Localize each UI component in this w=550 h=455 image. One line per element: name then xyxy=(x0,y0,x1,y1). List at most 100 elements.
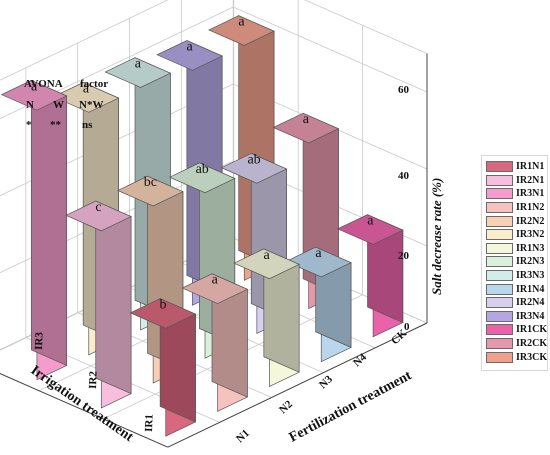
legend-swatch xyxy=(486,338,513,350)
legend-label: IR2N3 xyxy=(516,256,545,268)
legend-item: IR2N3 xyxy=(486,255,547,269)
z-tick-label: 20 xyxy=(398,250,410,262)
y-tick-label: IR2 xyxy=(87,370,100,389)
bar-significance-label: b xyxy=(159,297,166,312)
x-tick-label: N3 xyxy=(317,373,335,391)
legend-label: IR1N1 xyxy=(516,161,545,173)
grid-line xyxy=(167,322,428,448)
legend-label: IR3N4 xyxy=(516,310,545,322)
z-tick-label: 0 xyxy=(404,321,410,333)
legend-item: IR3CK xyxy=(486,350,547,364)
z-tick-label: 60 xyxy=(398,84,410,96)
legend-item: IR2N1 xyxy=(486,174,547,188)
bar-face-top xyxy=(0,80,68,111)
anova-factor-w: W xyxy=(53,99,64,111)
bar-significance-label: a xyxy=(238,15,245,30)
bar-face-top xyxy=(65,200,132,232)
legend-label: IR2N1 xyxy=(516,174,545,186)
anova-sig-w: ** xyxy=(50,119,61,131)
legend-swatch xyxy=(486,270,513,282)
legend-item: IR2CK xyxy=(486,337,547,351)
bar-ir1n4: a xyxy=(285,246,352,363)
legend-label: IR1N2 xyxy=(516,202,545,214)
bar-face-top xyxy=(156,40,224,71)
legend-swatch xyxy=(486,324,513,336)
legend-item: IR3N2 xyxy=(486,228,547,242)
grid-line xyxy=(0,6,234,120)
legend-label: IR3N3 xyxy=(516,270,545,282)
legend-item: IR1N1 xyxy=(486,160,547,174)
bar-face-top xyxy=(220,153,288,184)
legend-label: IR1CK xyxy=(516,324,548,336)
anova-sig-nw: ns xyxy=(82,119,93,131)
legend-item: IR3N4 xyxy=(486,310,547,324)
legend-label: IR3N1 xyxy=(516,188,545,200)
legend-label: IR2N4 xyxy=(516,297,545,309)
bar-face-top xyxy=(181,273,249,304)
anova-sig-n: * xyxy=(26,119,32,131)
bar-significance-label: a xyxy=(303,112,310,127)
bar-significance-label: a xyxy=(264,248,271,263)
bar-significance-label: a xyxy=(83,81,90,96)
anova-factor-nw: N*W xyxy=(79,99,104,111)
bar-face-top xyxy=(129,298,197,329)
legend-swatch xyxy=(486,229,513,241)
y-tick-label: IR1 xyxy=(143,414,156,432)
legend-item: IR2N2 xyxy=(486,214,547,228)
bar-ir1n1: b xyxy=(129,297,197,437)
anova-header-left: AVONA xyxy=(24,78,63,90)
bar-significance-label: a xyxy=(367,214,374,229)
chart-legend: IR1N1 IR2N1 IR3N1 IR1N2 IR2N2 IR3N2 IR1N3 IR2N3… xyxy=(481,155,548,371)
anova-factor-n: N xyxy=(26,99,34,111)
legend-label: IR3N2 xyxy=(516,229,545,241)
bar-face-top xyxy=(272,112,340,144)
legend-label: IR1N4 xyxy=(516,283,545,295)
x-axis-title: Fertilization treatment xyxy=(287,368,415,445)
bar-significance-label: ab xyxy=(247,152,260,167)
bar-ir2n1: c xyxy=(65,200,132,409)
z-tick-label: 40 xyxy=(398,170,410,182)
grid-line xyxy=(304,0,428,54)
legend-item: IR1N3 xyxy=(486,242,547,256)
legend-item: IR3N3 xyxy=(486,269,547,283)
legend-item: IR1N2 xyxy=(486,201,547,215)
legend-item: IR2N4 xyxy=(486,296,547,310)
legend-label: IR2CK xyxy=(516,338,548,350)
legend-swatch xyxy=(486,283,513,295)
bar-ir1ck: a xyxy=(336,214,404,338)
bar-significance-label: bc xyxy=(144,175,157,190)
bar-face-side xyxy=(30,79,68,366)
bar-significance-label: ab xyxy=(196,162,209,177)
legend-item: IR1CK xyxy=(486,323,547,337)
bar-significance-label: a xyxy=(31,79,38,94)
z-axis-title: Salt decrease rate (%) xyxy=(429,178,444,295)
bar-face-top xyxy=(168,162,236,194)
grid-line xyxy=(0,0,169,81)
legend-swatch xyxy=(486,242,513,254)
bar-face-top xyxy=(208,15,275,46)
legend-swatch xyxy=(486,215,513,227)
legend-swatch xyxy=(486,310,513,322)
bar-ir3n1: a xyxy=(0,79,68,381)
y-tick-label: IR3 xyxy=(33,331,46,350)
legend-swatch xyxy=(486,161,513,173)
bar-face-top xyxy=(104,57,172,88)
x-tick-label: N2 xyxy=(277,398,295,416)
x-tick-label: N1 xyxy=(234,427,252,445)
grid-line xyxy=(0,373,169,448)
legend-label: IR1N3 xyxy=(516,242,545,254)
legend-item: IR3N1 xyxy=(486,187,547,201)
legend-swatch xyxy=(486,174,513,186)
legend-swatch xyxy=(486,351,513,363)
x-tick-label: N4 xyxy=(351,351,369,369)
grid-line xyxy=(233,6,428,93)
anova-header-right: factor xyxy=(80,78,109,90)
bar-face-top xyxy=(336,214,404,245)
bar-significance-label: a xyxy=(315,246,322,261)
bar-face-top xyxy=(233,248,301,280)
bar-ir1n2: a xyxy=(181,273,249,412)
legend-swatch xyxy=(486,188,513,200)
bar-significance-label: a xyxy=(212,273,219,288)
